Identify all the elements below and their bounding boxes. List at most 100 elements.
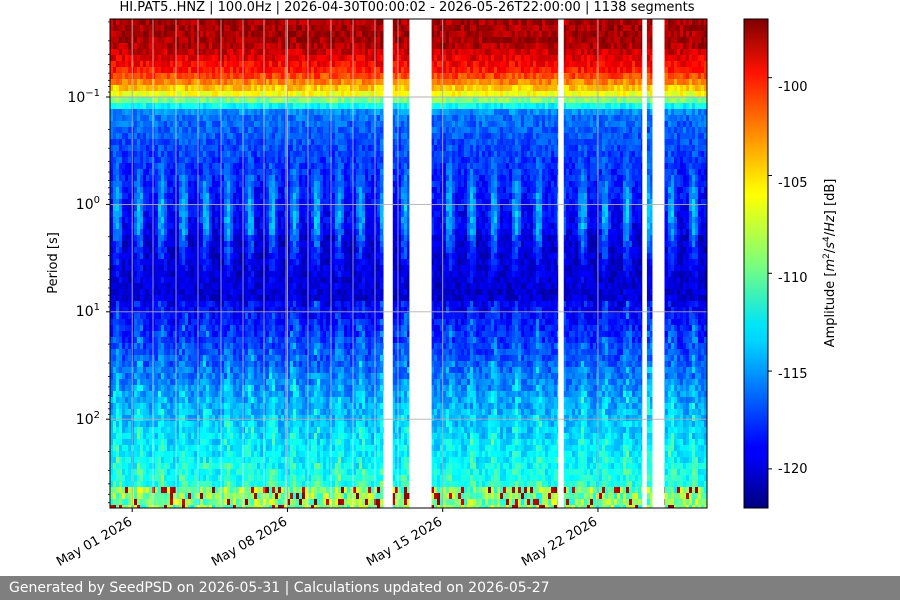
heatmap-cell (179, 37, 183, 44)
heatmap-cell (203, 79, 207, 86)
heatmap-cell (182, 433, 186, 440)
heatmap-cell (149, 253, 153, 260)
heatmap-cell (233, 73, 237, 80)
heatmap-cell (269, 229, 273, 236)
heatmap-cell (269, 295, 273, 302)
heatmap-cell (278, 43, 282, 50)
heatmap-cell (116, 385, 120, 392)
heatmap-cell (110, 457, 114, 464)
heatmap-cell (278, 223, 282, 230)
heatmap-cell (275, 469, 279, 476)
heatmap-cell (275, 415, 279, 422)
heatmap-cell (158, 187, 162, 194)
heatmap-cell (152, 391, 156, 398)
heatmap-cell (248, 343, 252, 350)
heatmap-cell (221, 469, 225, 476)
heatmap-cell (179, 493, 183, 500)
heatmap-cell (155, 307, 159, 314)
heatmap-cell (152, 325, 156, 332)
heatmap-cell (203, 337, 207, 344)
heatmap-cell (128, 127, 132, 134)
heatmap-cell (170, 385, 174, 392)
heatmap-cell (164, 355, 168, 362)
heatmap-cell (248, 145, 252, 152)
heatmap-cell (281, 409, 285, 416)
heatmap-cell (251, 499, 255, 506)
heatmap-cell (152, 301, 156, 308)
heatmap-cell (248, 199, 252, 206)
heatmap-cell (125, 247, 129, 254)
heatmap-cell (230, 403, 234, 410)
heatmap-cell (194, 505, 198, 508)
heatmap-cell (122, 295, 126, 302)
heatmap-cell (287, 163, 291, 170)
heatmap-cell (161, 163, 165, 170)
heatmap-cell (206, 187, 210, 194)
heatmap-cell (155, 199, 159, 206)
heatmap-cell (218, 325, 222, 332)
heatmap-cell (176, 385, 180, 392)
heatmap-cell (287, 139, 291, 146)
heatmap-cell (221, 439, 225, 446)
heatmap-cell (161, 175, 165, 182)
heatmap-cell (233, 229, 237, 236)
heatmap-cell (167, 19, 171, 26)
heatmap-cell (257, 301, 261, 308)
heatmap-cell (275, 145, 279, 152)
heatmap-cell (161, 25, 165, 32)
heatmap-cell (227, 439, 231, 446)
heatmap-cell (146, 127, 150, 134)
heatmap-cell (140, 409, 144, 416)
heatmap-cell (119, 493, 123, 500)
heatmap-cell (134, 265, 138, 272)
heatmap-cell (194, 25, 198, 32)
heatmap-cell (173, 163, 177, 170)
heatmap-cell (134, 157, 138, 164)
heatmap-cell (212, 175, 216, 182)
heatmap-cell (203, 259, 207, 266)
heatmap-cell (266, 163, 270, 170)
heatmap-cell (146, 349, 150, 356)
heatmap-cell (167, 115, 171, 122)
heatmap-cell (263, 217, 267, 224)
heatmap-cell (260, 373, 264, 380)
heatmap-cell (134, 187, 138, 194)
heatmap-cell (170, 169, 174, 176)
heatmap-cell (113, 205, 117, 212)
heatmap-cell (248, 499, 252, 506)
heatmap-cell (278, 289, 282, 296)
heatmap-cell (227, 337, 231, 344)
heatmap-cell (188, 427, 192, 434)
heatmap-cell (260, 73, 264, 80)
heatmap-cell (218, 25, 222, 32)
heatmap-cell (110, 49, 114, 56)
heatmap-cell (224, 25, 228, 32)
heatmap-cell (212, 463, 216, 470)
heatmap-cell (221, 319, 225, 326)
heatmap-cell (140, 247, 144, 254)
heatmap-cell (287, 49, 291, 56)
heatmap-cell (233, 145, 237, 152)
heatmap-cell (251, 91, 255, 98)
heatmap-cell (254, 373, 258, 380)
heatmap-cell (194, 421, 198, 428)
heatmap-cell (155, 475, 159, 482)
heatmap-cell (239, 97, 243, 104)
heatmap-cell (191, 469, 195, 476)
heatmap-cell (287, 109, 291, 116)
heatmap-cell (281, 259, 285, 266)
heatmap-cell (167, 193, 171, 200)
heatmap-cell (233, 127, 237, 134)
heatmap-cell (137, 457, 141, 464)
heatmap-cell (245, 301, 249, 308)
heatmap-cell (287, 157, 291, 164)
heatmap-cell (239, 463, 243, 470)
heatmap-cell (149, 415, 153, 422)
heatmap-cell (251, 457, 255, 464)
heatmap-cell (242, 217, 246, 224)
heatmap-cell (164, 301, 168, 308)
heatmap-cell (125, 367, 129, 374)
heatmap-cell (179, 433, 183, 440)
heatmap-cell (116, 439, 120, 446)
heatmap-cell (128, 367, 132, 374)
